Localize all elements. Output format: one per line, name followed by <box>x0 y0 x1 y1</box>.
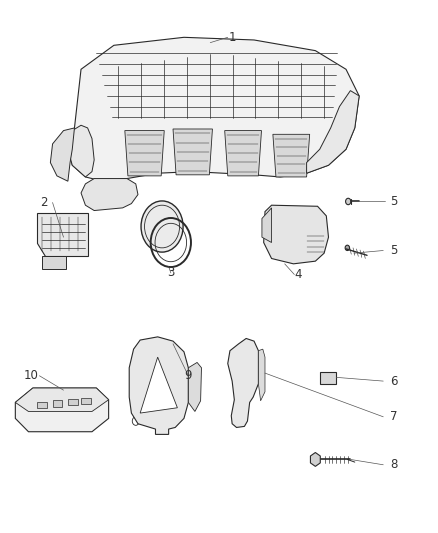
Text: 6: 6 <box>390 375 398 387</box>
Polygon shape <box>188 362 201 411</box>
Text: 8: 8 <box>391 458 398 471</box>
Ellipse shape <box>141 201 183 252</box>
Polygon shape <box>37 402 47 408</box>
Text: 1: 1 <box>228 31 236 44</box>
Polygon shape <box>42 256 66 269</box>
Ellipse shape <box>345 245 350 251</box>
Ellipse shape <box>277 214 310 255</box>
Polygon shape <box>37 213 88 256</box>
Polygon shape <box>50 128 74 181</box>
Polygon shape <box>258 349 265 401</box>
Polygon shape <box>311 453 320 466</box>
Polygon shape <box>129 337 188 434</box>
Text: 5: 5 <box>391 244 398 257</box>
Polygon shape <box>125 131 164 176</box>
Text: 5: 5 <box>391 195 398 208</box>
Polygon shape <box>264 205 328 264</box>
Ellipse shape <box>320 91 346 123</box>
Polygon shape <box>81 398 91 404</box>
Polygon shape <box>228 338 258 427</box>
Text: 9: 9 <box>184 369 192 382</box>
Text: 3: 3 <box>167 266 174 279</box>
Polygon shape <box>273 134 310 177</box>
Ellipse shape <box>271 207 316 262</box>
Text: 4: 4 <box>294 268 302 281</box>
Text: 2: 2 <box>40 196 48 209</box>
Polygon shape <box>53 400 62 407</box>
Polygon shape <box>68 37 359 181</box>
Polygon shape <box>225 131 261 176</box>
Polygon shape <box>15 388 109 411</box>
Polygon shape <box>173 129 212 175</box>
Text: 10: 10 <box>23 369 38 382</box>
Polygon shape <box>320 372 336 384</box>
Polygon shape <box>262 208 272 243</box>
Polygon shape <box>140 357 177 413</box>
Polygon shape <box>307 91 359 173</box>
Polygon shape <box>15 388 109 432</box>
Polygon shape <box>68 125 94 177</box>
Polygon shape <box>81 179 138 211</box>
Polygon shape <box>68 399 78 405</box>
Text: 7: 7 <box>390 410 398 423</box>
Ellipse shape <box>346 198 351 205</box>
